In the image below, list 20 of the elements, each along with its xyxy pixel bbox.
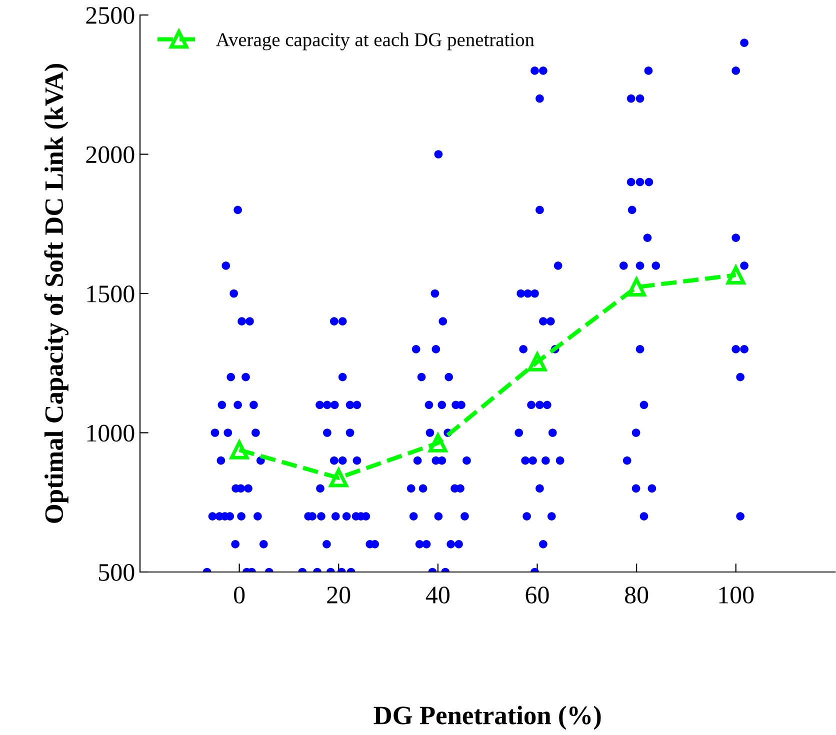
legend-label: Average capacity at each DG penetration: [216, 32, 534, 50]
point: [230, 440, 249, 460]
x-tick-label: 40: [426, 586, 450, 604]
point: [528, 352, 547, 372]
y-tick-label: 2500: [86, 7, 134, 24]
x-tick-label: 0: [234, 586, 245, 604]
y-axis-title: Optimal Capacity of Soft DC Link (kVA): [44, 64, 68, 523]
x-tick-label: 80: [625, 586, 648, 604]
x-tick-label: 100: [719, 586, 754, 604]
x-axis-title: DG Penetration (%): [374, 706, 601, 730]
point: [726, 266, 746, 284]
y-tick-label: 2000: [86, 146, 134, 164]
x-tick-label: 20: [327, 586, 350, 604]
point: [428, 434, 448, 452]
y-tick-label: 500: [99, 564, 134, 581]
y-tick-label: 1000: [87, 424, 134, 442]
point: [627, 278, 646, 296]
x-tick-label: 60: [526, 586, 549, 604]
y-tick-label: 1500: [87, 286, 134, 302]
point: [329, 468, 348, 488]
